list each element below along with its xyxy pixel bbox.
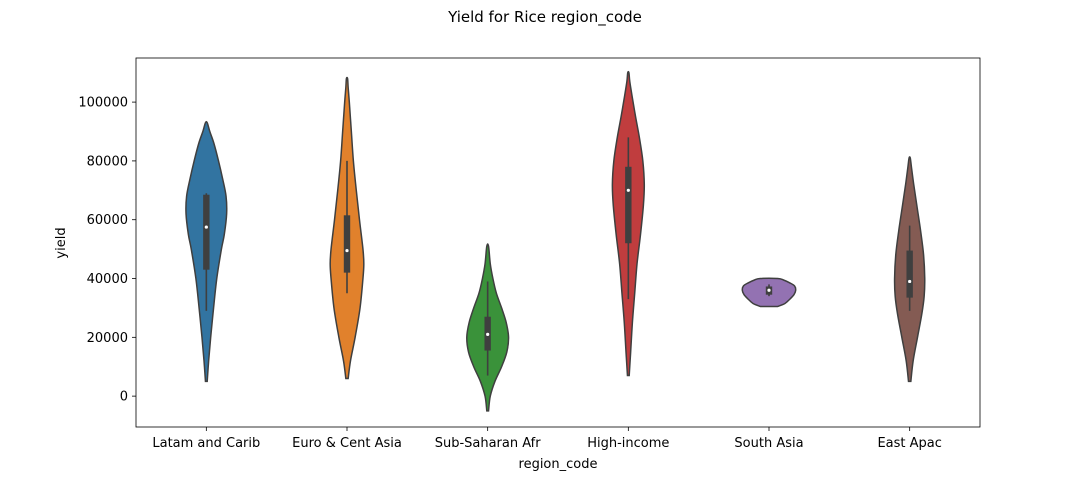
y-tick-label: 100000 <box>78 96 128 111</box>
violin-median <box>486 332 490 336</box>
x-axis: Latam and Carib Euro & Cent Asia Sub-Sahar… <box>152 427 942 451</box>
x-tick-label-east-apac: East Apac <box>877 436 941 451</box>
violin-high-income <box>611 70 646 377</box>
violin-east-apac <box>893 156 926 383</box>
violin-box <box>343 215 351 273</box>
y-axis: 0 20000 40000 60000 80000 100000 <box>78 96 136 405</box>
x-tick-label-sub-saharan-afr: Sub-Saharan Afr <box>435 436 542 451</box>
violin-median <box>908 279 912 284</box>
chart-title: Yield for Rice region_code <box>447 8 642 27</box>
violin-box <box>906 250 913 298</box>
violin-median <box>626 188 630 192</box>
x-tick-label-euro-cent-asia: Euro & Cent Asia <box>292 436 402 451</box>
violin-latam-and-carib <box>185 120 228 383</box>
violins-layer <box>185 70 926 412</box>
violin-median <box>767 288 771 292</box>
violin-box <box>625 166 632 244</box>
violin-median <box>345 248 349 253</box>
x-tick-label-latam-and-carib: Latam and Carib <box>152 436 260 451</box>
x-tick-label-high-income: High-income <box>587 436 669 451</box>
y-tick-label: 80000 <box>87 154 128 169</box>
violin-sub-saharan-afr <box>466 243 510 412</box>
x-axis-label: region_code <box>519 457 598 472</box>
y-axis-label: yield <box>54 227 69 258</box>
y-tick-label: 0 <box>120 390 128 405</box>
y-tick-label: 40000 <box>87 272 128 287</box>
y-tick-label: 20000 <box>87 331 128 346</box>
violin-median <box>204 225 208 229</box>
x-tick-label-south-asia: South Asia <box>734 436 803 451</box>
violin-south-asia <box>741 277 797 308</box>
y-tick-label: 60000 <box>87 213 128 228</box>
violin-euro-cent-asia <box>329 76 365 380</box>
violin-box <box>203 194 210 270</box>
plot-area <box>135 57 981 428</box>
